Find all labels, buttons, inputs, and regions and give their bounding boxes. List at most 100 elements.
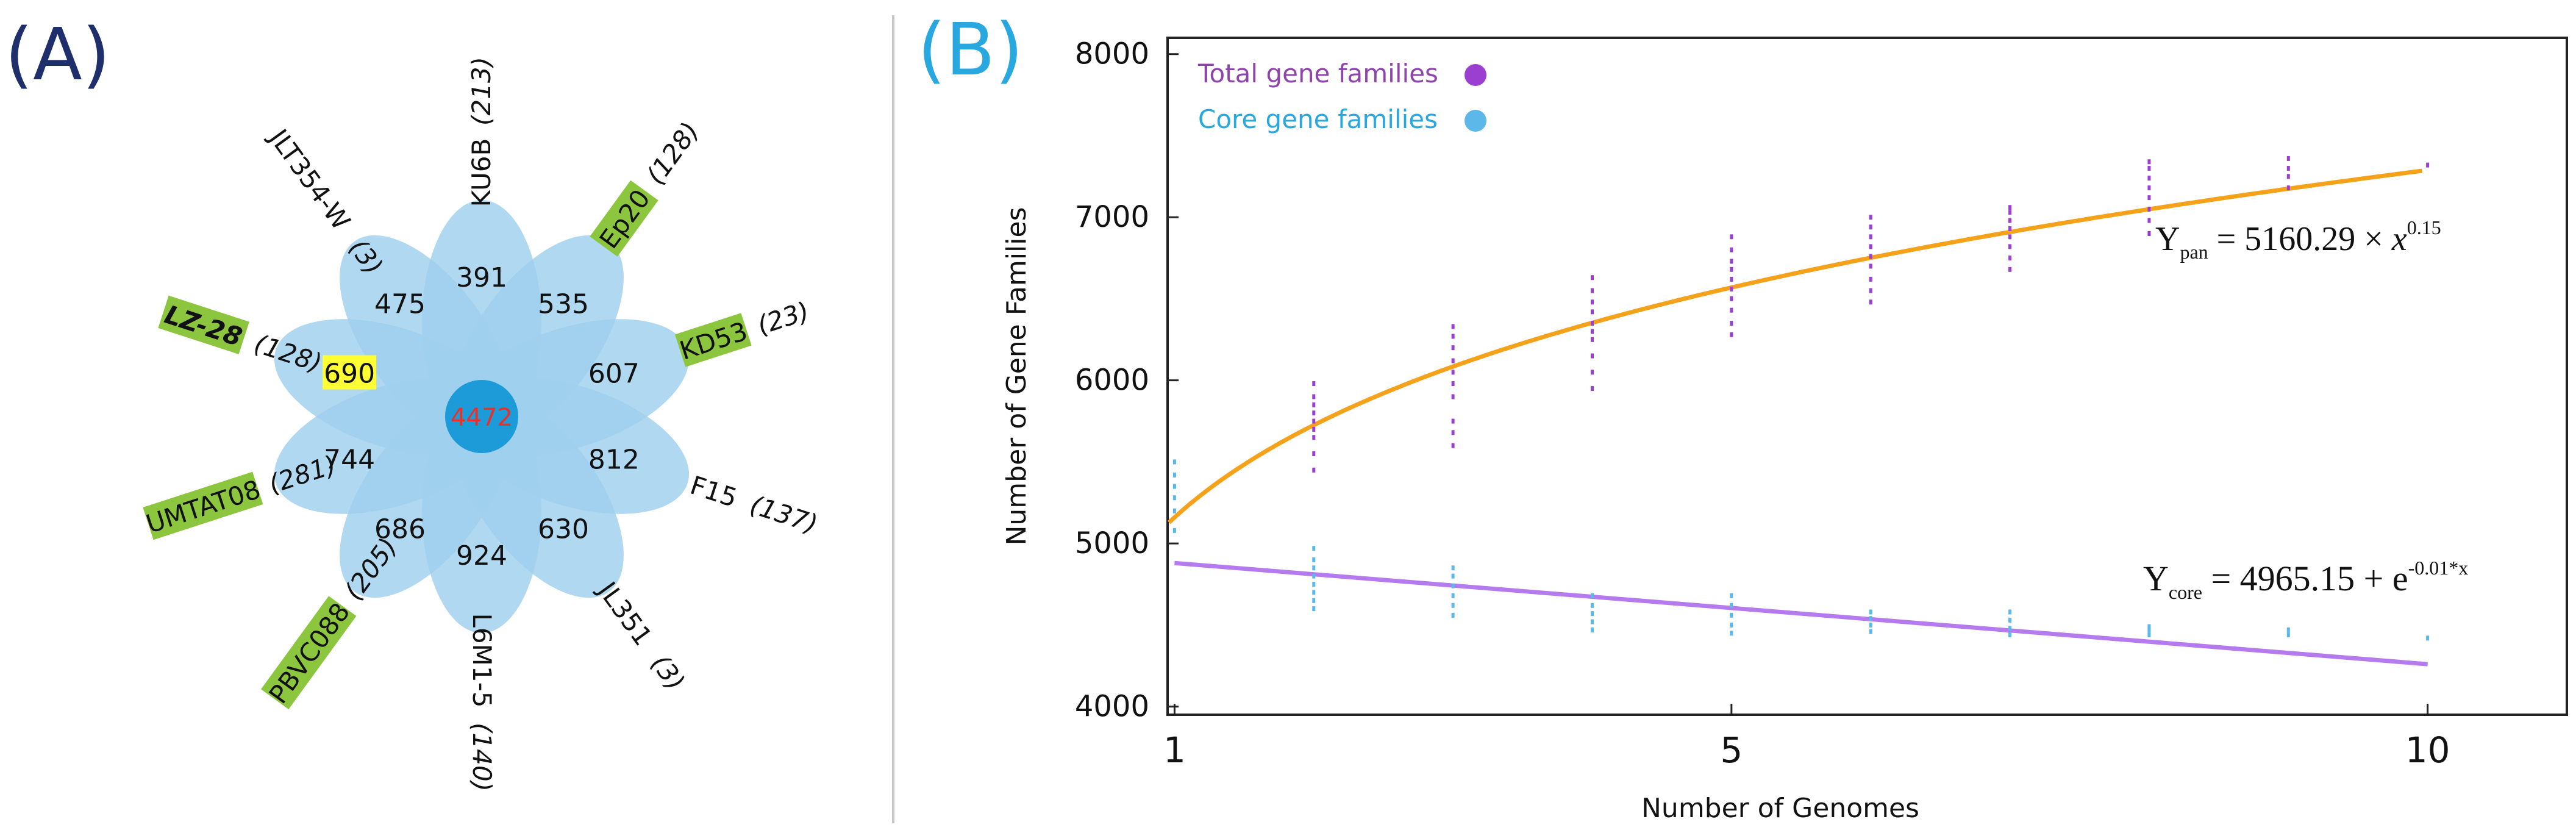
total-gene-point (1590, 288, 1594, 293)
petal-unique-count: 391 (456, 262, 507, 293)
total-gene-point (1590, 370, 1594, 375)
core-gene-point (1869, 629, 1872, 634)
core-gene-point (1869, 616, 1872, 621)
core-gene-point (2147, 627, 2151, 632)
core-eq-exp: -0.01*x (2408, 557, 2469, 579)
legend-label: Total gene families (1197, 59, 1438, 88)
core-gene-point (1590, 603, 1594, 608)
strain-highlight (674, 313, 752, 367)
core-gene-point (1451, 583, 1455, 589)
core-gene-point (1451, 593, 1455, 598)
core-gene-point (1312, 565, 1316, 571)
core-gene-point (1730, 603, 1733, 608)
strain-label: KU6B (213) (466, 57, 496, 207)
core-gene-point (2426, 635, 2430, 641)
core-eq-y: Y (2143, 559, 2169, 598)
total-gene-point (1590, 353, 1594, 359)
panel-a-label: (A) (5, 12, 110, 96)
strain-name: L6M1-5 (467, 614, 497, 708)
core-gene-point (2147, 624, 2151, 629)
total-gene-point (2147, 206, 2151, 212)
total-gene-point (1312, 451, 1316, 457)
total-gene-point (1451, 370, 1455, 375)
total-gene-point (2147, 218, 2151, 223)
core-gene-point (1590, 619, 1594, 624)
core-gene-point (1312, 590, 1316, 595)
total-gene-point (1730, 286, 1733, 292)
total-gene-point (1451, 345, 1455, 351)
total-gene-point (1312, 426, 1316, 432)
x-axis-title: Number of Genomes (1641, 793, 1919, 824)
y-tick-label: 8000 (1075, 37, 1149, 71)
total-gene-point (1312, 394, 1316, 399)
legend: Total gene families Core gene families (1197, 59, 1486, 134)
total-gene-point (1730, 234, 1733, 240)
total-gene-point (1869, 234, 1872, 240)
core-gene-point (1451, 603, 1455, 608)
pan-fit-curve (1167, 168, 2422, 524)
core-gene-point (1451, 565, 1455, 571)
total-gene-point (1869, 244, 1872, 249)
y-tick-label: 4000 (1075, 690, 1149, 724)
pan-eq-exp: 0.15 (2407, 216, 2441, 238)
petal-unique-count: 535 (538, 289, 589, 320)
total-gene-point (1312, 435, 1316, 440)
total-gene-point (2286, 165, 2290, 171)
core-gene-point (2008, 632, 2012, 637)
core-gene-point (1590, 611, 1594, 617)
petal-unique-count: 690 (324, 359, 375, 390)
core-gene-point (1312, 606, 1316, 612)
core-gene-point (1172, 459, 1176, 465)
core-gene-point (1172, 484, 1176, 489)
total-gene-point (2147, 159, 2151, 165)
total-gene-point (1869, 215, 1872, 220)
strain-label: JL351(3) (591, 575, 691, 696)
total-gene-point (2147, 231, 2151, 236)
total-gene-point (1869, 254, 1872, 259)
strain-name: PBVC088 (263, 597, 355, 709)
total-gene-point (1590, 329, 1594, 334)
total-gene-point (1312, 402, 1316, 407)
total-gene-point (1730, 321, 1733, 326)
total-gene-point (2147, 185, 2151, 191)
total-gene-point (1451, 394, 1455, 399)
panel-b-label: (B) (918, 7, 1023, 91)
total-gene-point (1590, 309, 1594, 315)
total-gene-point (2008, 218, 2012, 223)
petal-unique-count: 607 (588, 359, 640, 390)
pan-eq-body: = 5160.29 × (2208, 220, 2392, 258)
y-tick-label: 7000 (1075, 200, 1149, 234)
total-gene-point (2008, 256, 2012, 261)
strain-highlight (143, 471, 263, 540)
core-eq-body: = 4965.15 + e (2202, 559, 2408, 598)
pan-equation: Ypan = 5160.29 × x0.15 (2155, 216, 2441, 263)
total-gene-point (1451, 334, 1455, 339)
petal-unique-counts: 391 535 607 812 630 924 686 744 690 475 (323, 262, 640, 571)
strain-count: (3) (645, 649, 691, 696)
core-equation: Ycore = 4965.15 + e-0.01*x (2143, 557, 2468, 603)
petal-unique-count: 744 (324, 444, 375, 475)
core-gene-point (1730, 593, 1733, 598)
core-fit-line (1174, 560, 2428, 667)
x-tick-label: 1 (1163, 729, 1186, 771)
total-gene-point (1869, 299, 1872, 305)
strain-highlight (590, 180, 658, 257)
total-gene-point (1590, 337, 1594, 342)
legend-marker (1465, 110, 1486, 132)
strain-count: (23) (754, 296, 813, 340)
total-gene-point (2286, 174, 2290, 179)
strain-count: (128) (640, 116, 705, 190)
total-gene-point (2008, 244, 2012, 249)
core-gene-point (2008, 626, 2012, 631)
strain-count: (140) (467, 723, 497, 792)
petal-unique-count: 924 (456, 540, 507, 571)
total-gene-point (1869, 276, 1872, 282)
total-gene-point (2147, 165, 2151, 171)
total-gene-point (1312, 410, 1316, 416)
strain-label: JLT354-W(3) (263, 122, 389, 280)
legend-label: Core gene families (1198, 104, 1438, 134)
x-tick-label: 5 (1720, 729, 1743, 771)
y-tick-label: 5000 (1075, 526, 1149, 560)
petal-unique-count: 630 (538, 513, 589, 545)
data-points (1172, 156, 2430, 641)
